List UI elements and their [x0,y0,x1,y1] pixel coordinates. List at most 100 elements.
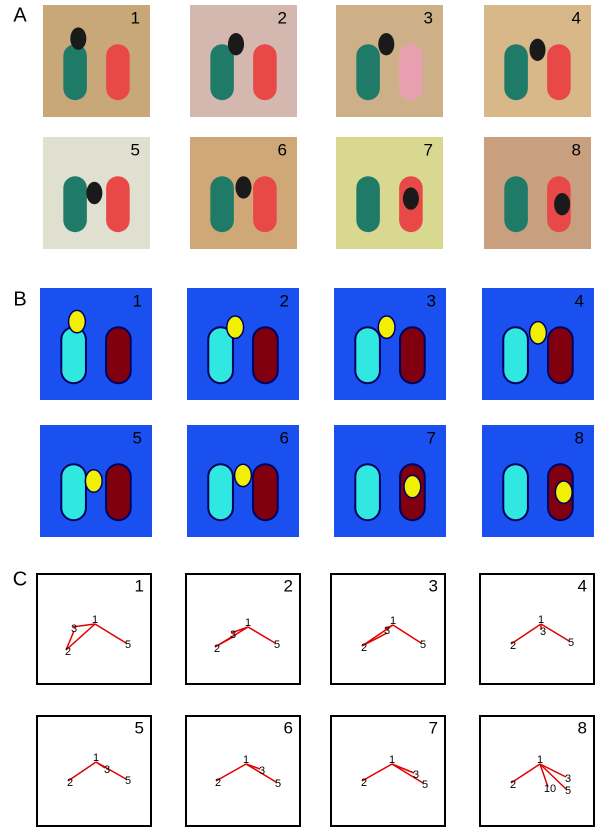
tile-number: 6 [278,140,287,159]
node-label: 3 [413,769,419,781]
tile: 3 [336,5,443,117]
node-label: 3 [259,765,265,777]
tile: 1310528 [480,716,594,826]
right-object [106,464,131,520]
node-label: 2 [215,777,221,789]
round-object [228,33,244,55]
tile-number: 4 [575,291,584,310]
tile-number: 8 [575,428,584,447]
round-object [530,322,547,344]
round-object [554,193,570,215]
left-object [61,327,86,383]
round-object [235,176,251,198]
node-label: 1 [245,617,251,629]
round-object [69,310,86,332]
panel-label: A [13,4,27,26]
left-object [208,464,233,520]
right-object [106,44,130,100]
tile-number: 5 [133,428,142,447]
round-object [529,39,545,61]
node-label: 5 [565,785,571,797]
tile-number: 1 [131,8,140,27]
node-label: 3 [71,623,77,635]
figure: A12345678B12345678C132511325213253132541… [0,0,603,829]
left-object [210,176,234,232]
node-label: 3 [230,629,236,641]
right-object [548,327,573,383]
round-object [235,464,252,486]
tile: 5 [40,425,152,537]
node-label: 1 [92,614,98,626]
tile-number: 4 [572,8,581,27]
round-object [404,475,421,497]
round-object [70,27,86,49]
node-label: 2 [67,777,73,789]
round-object [378,33,394,55]
tile-number: 5 [131,140,140,159]
tile: 3 [334,288,446,400]
panel-label: C [13,568,27,590]
tile-number: 3 [424,8,433,27]
node-label: 2 [361,642,367,654]
right-object [547,44,571,100]
left-object [504,44,528,100]
right-object [253,464,278,520]
tile-number: 2 [278,8,287,27]
tile: 1 [43,5,150,117]
tile: 5 [43,137,150,249]
node-label: 1 [390,615,396,627]
tile: 8 [482,425,594,537]
node-label: 2 [510,779,516,791]
tile: 6 [190,137,297,249]
right-object [400,327,425,383]
node-label: 1 [538,614,544,626]
node-label: 5 [274,639,280,651]
tile-number: 3 [429,576,438,595]
tile: 7 [336,137,443,249]
node-label: 2 [214,643,220,655]
round-object [86,182,102,204]
node-label: 1 [389,754,395,766]
node-label: 10 [544,783,556,795]
node-label: 2 [510,640,516,652]
tile: 1 32 5 1 [37,574,151,684]
tile-number: 1 [135,576,144,595]
tile-number: 7 [424,140,433,159]
left-object [63,44,87,100]
round-object [403,187,419,209]
panel-label: B [13,288,26,310]
node-label: 3 [565,773,571,785]
right-object [399,44,423,100]
tile-number: 7 [429,718,438,737]
tile-number: 2 [280,291,289,310]
tile-number: 2 [284,576,293,595]
node-label: 1 [93,752,99,764]
node-label: 5 [422,779,428,791]
round-object [227,316,244,338]
left-object [63,176,87,232]
tile-number: 1 [133,291,142,310]
node-label: 5 [420,639,426,651]
node-label: 5 [125,639,131,651]
node-label: 2 [65,646,71,658]
tile-number: 7 [427,428,436,447]
tile: 7 [334,425,446,537]
left-object [355,327,380,383]
node-label: 5 [125,775,131,787]
tile: 8 [484,137,591,249]
tile-number: 8 [578,718,587,737]
node-label: 3 [104,764,110,776]
left-object [356,176,380,232]
tile: 2 [187,288,299,400]
tile-number: 6 [284,718,293,737]
node-label: 2 [361,777,367,789]
right-object [106,176,130,232]
tile-number: 6 [280,428,289,447]
left-object [503,464,528,520]
tile-number: 5 [135,718,144,737]
tile: 1 3 2 5 7 [331,716,445,826]
round-object [555,481,572,503]
tile-number: 4 [578,576,587,595]
